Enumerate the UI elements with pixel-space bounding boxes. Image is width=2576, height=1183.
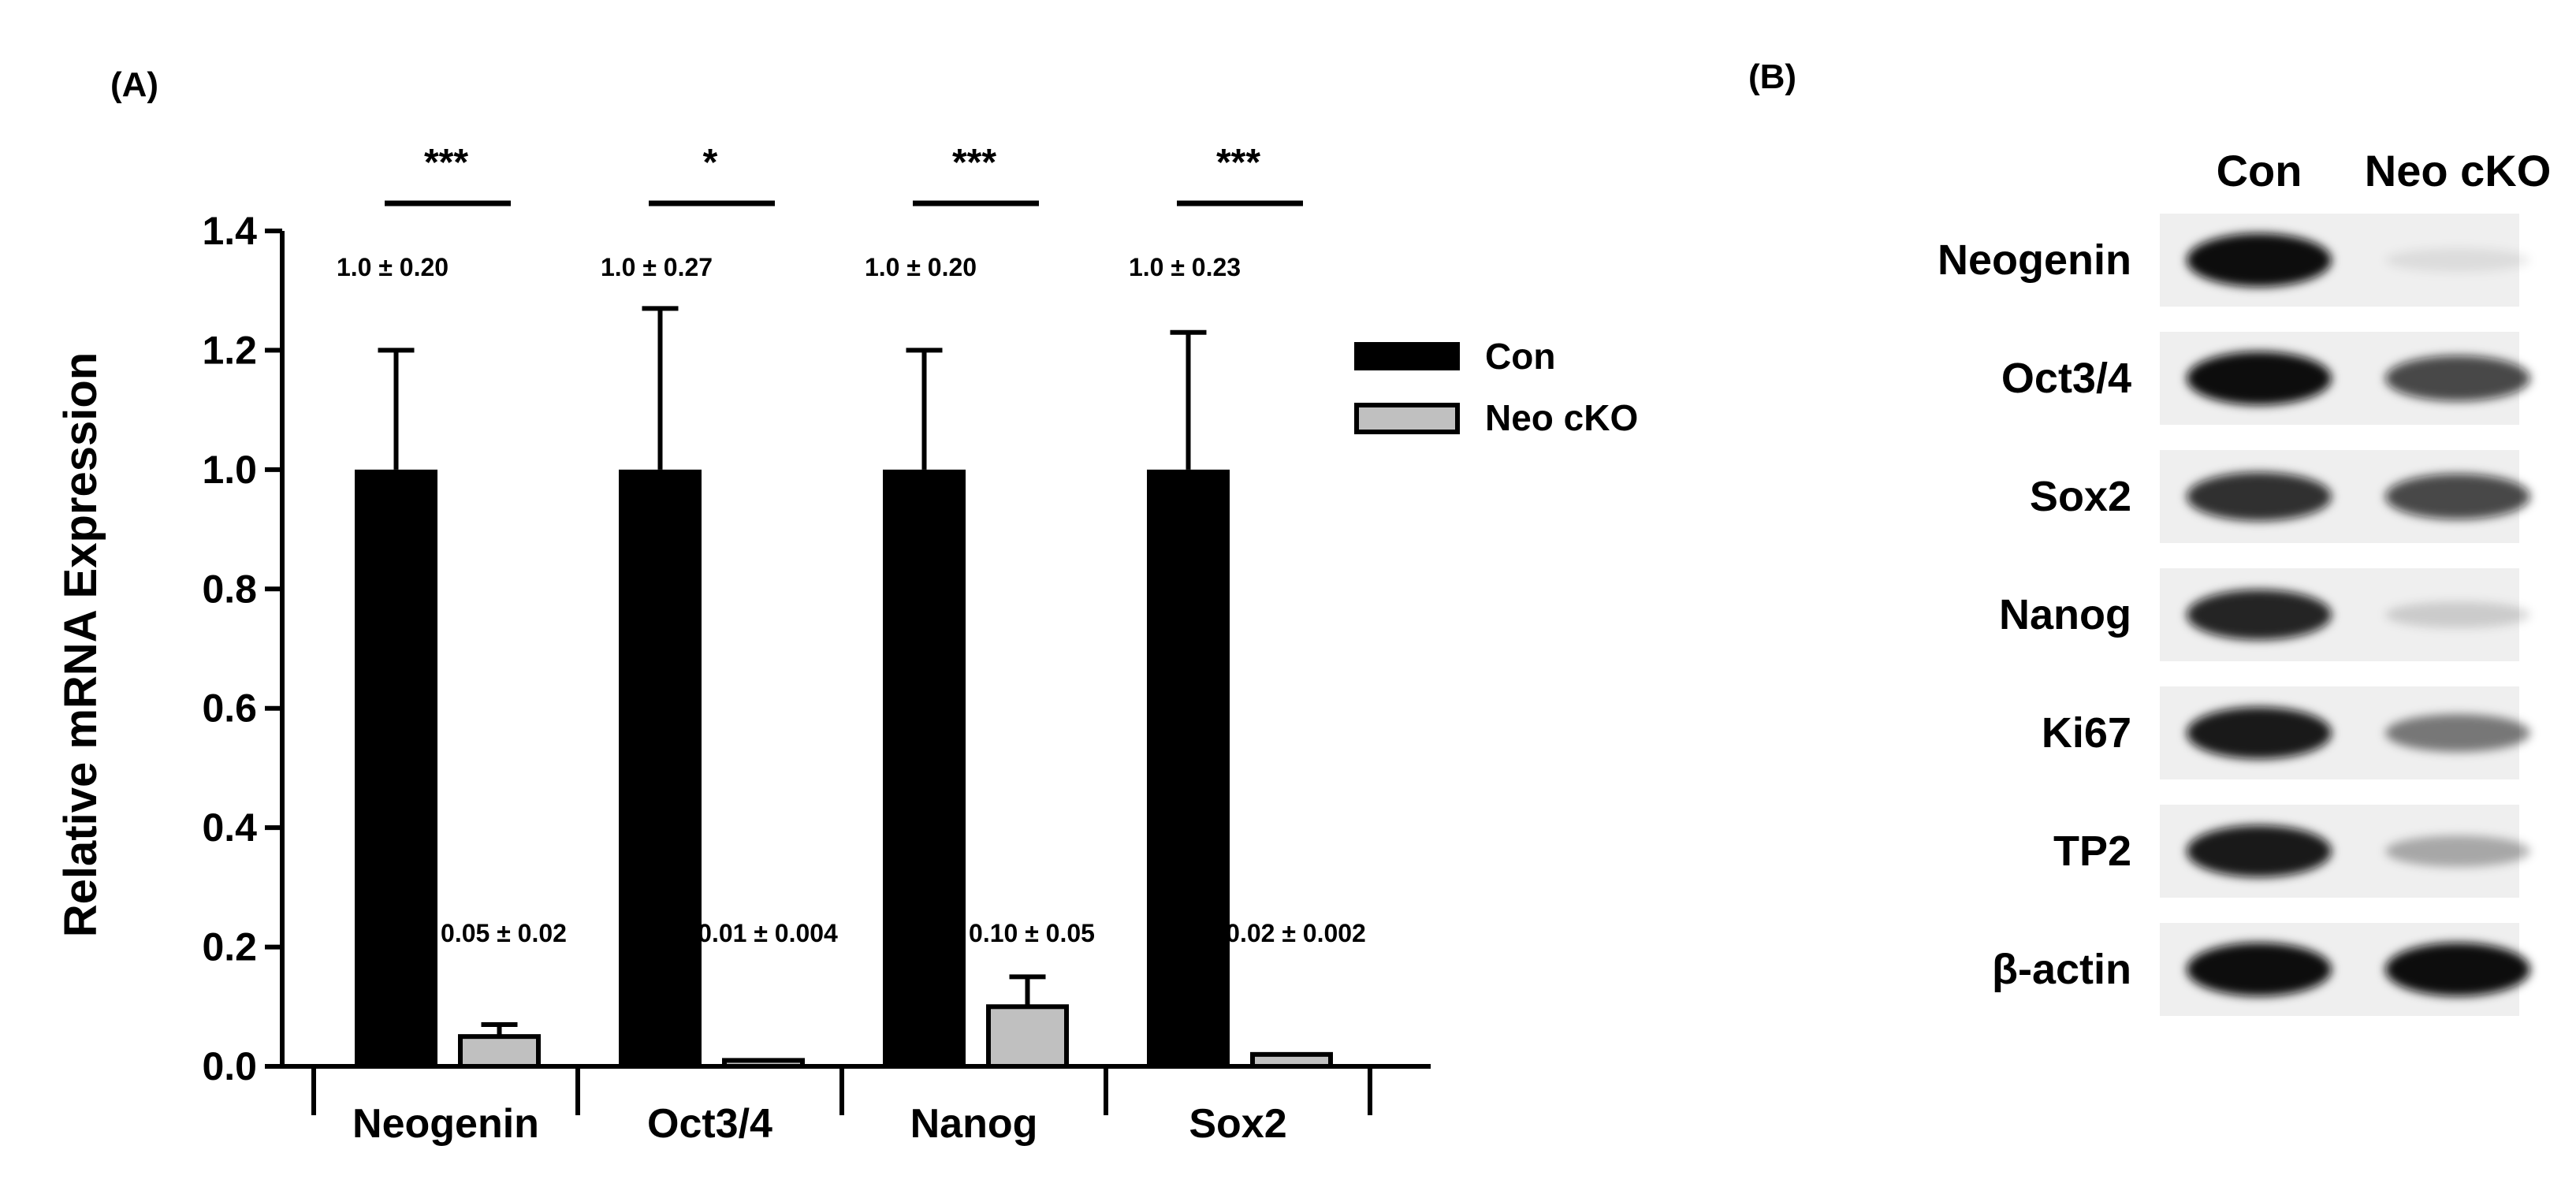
category-label-sox2: Sox2 — [1189, 1101, 1286, 1147]
legend: Con Neo cKO — [1354, 336, 1638, 438]
y-tick-label: 0.0 — [202, 1044, 257, 1088]
bar-neo-cko-neogenin — [458, 1034, 541, 1069]
data-label-con-neogenin: 1.0 ± 0.20 — [337, 253, 449, 281]
blot-row-tp2: TP2 — [2053, 805, 2530, 898]
y-tick-label: 1.2 — [202, 328, 257, 372]
bar-con-sox2 — [1147, 469, 1230, 1066]
panel-b-label: (B) — [1748, 58, 1796, 96]
data-label-con-oct3-4: 1.0 ± 0.27 — [601, 253, 713, 281]
legend-swatch-con — [1354, 342, 1460, 370]
blot-label-actin: β-actin — [1992, 946, 2131, 993]
legend-label-con: Con — [1485, 336, 1555, 377]
data-label-neo-cko-nanog: 0.10 ± 0.05 — [969, 919, 1095, 947]
bar-con-neogenin — [355, 469, 437, 1066]
data-label-neo-cko-oct3-4: 0.01 ± 0.004 — [698, 919, 838, 947]
y-tick-label: 1.0 — [202, 448, 257, 492]
y-axis-label: Relative mRNA Expression — [55, 352, 106, 937]
blot-row-nanog: Nanog — [1999, 568, 2530, 661]
band-con-tp2 — [2187, 825, 2332, 877]
y-tick-label: 0.4 — [202, 805, 257, 850]
band-con-actin — [2187, 943, 2332, 996]
band-neo-cko-actin — [2385, 943, 2530, 996]
band-neo-cko-oct3-4 — [2385, 355, 2530, 401]
chart-plot-area: 0.0 0.2 0.4 0.6 0.8 1.0 1.2 1.4 Neogenin 1.0 ± 0.… — [202, 142, 1431, 1147]
band-con-nanog — [2187, 590, 2332, 640]
blot-row-ki67: Ki67 — [2042, 686, 2530, 779]
band-neo-cko-tp2 — [2385, 835, 2530, 867]
blot-label-oct3-4: Oct3/4 — [2001, 355, 2131, 402]
band-con-neogenin — [2187, 233, 2332, 287]
band-con-sox2 — [2187, 472, 2332, 521]
blot-row-oct3-4: Oct3/4 — [2001, 332, 2530, 425]
category-label-nanog: Nanog — [910, 1101, 1038, 1147]
bar-neo-cko-sox2 — [1250, 1051, 1333, 1070]
blot-label-neogenin: Neogenin — [1938, 236, 2131, 284]
blot-label-ki67: Ki67 — [2042, 709, 2131, 757]
panel-a-label: (A) — [110, 65, 158, 104]
significance-stars-oct3-4: * — [703, 142, 718, 184]
blot-row-neogenin: Neogenin — [1938, 214, 2530, 307]
data-label-neo-cko-sox2: 0.02 ± 0.002 — [1226, 919, 1366, 947]
y-tick-label: 0.2 — [202, 925, 257, 969]
band-neo-cko-nanog — [2385, 601, 2530, 628]
band-neo-cko-sox2 — [2385, 474, 2530, 519]
legend-swatch-neo-cko — [1354, 403, 1460, 434]
bar-neo-cko-nanog — [986, 1004, 1069, 1070]
blot-label-sox2: Sox2 — [2030, 473, 2131, 520]
y-tick-label: 0.8 — [202, 567, 257, 611]
y-tick-label: 1.4 — [202, 209, 257, 253]
lane-label-neo-cko: Neo cKO — [2365, 146, 2552, 195]
y-tick-label: 0.6 — [202, 686, 257, 731]
western-blot-panel: Con Neo cKO Neogenin Oct3/4 Sox2 Nanog Ki67 T… — [1938, 146, 2551, 1016]
blot-label-tp2: TP2 — [2053, 828, 2131, 875]
data-label-con-sox2: 1.0 ± 0.23 — [1129, 253, 1241, 281]
blot-row-sox2: Sox2 — [2030, 450, 2530, 543]
data-label-neo-cko-neogenin: 0.05 ± 0.02 — [441, 919, 567, 947]
band-con-ki67 — [2187, 707, 2332, 759]
category-label-oct3-4: Oct3/4 — [647, 1101, 772, 1147]
band-neo-cko-ki67 — [2385, 714, 2530, 752]
band-neo-cko-neogenin — [2385, 247, 2530, 273]
significance-stars-sox2: *** — [1216, 142, 1260, 184]
blot-row-actin: β-actin — [1992, 923, 2530, 1016]
bar-con-nanog — [883, 469, 966, 1066]
legend-label-neo-cko: Neo cKO — [1485, 397, 1638, 438]
significance-stars-nanog: *** — [952, 142, 996, 184]
lane-label-con: Con — [2217, 146, 2302, 195]
significance-stars-neogenin: *** — [424, 142, 468, 184]
bar-neo-cko-oct3-4 — [722, 1058, 805, 1070]
band-con-oct3-4 — [2187, 352, 2332, 405]
bar-con-oct3-4 — [619, 469, 702, 1066]
category-label-neogenin: Neogenin — [352, 1101, 539, 1147]
bar-chart: Relative mRNA Expression 0.0 0.2 0.4 0.6 0.8… — [55, 142, 1431, 1147]
blot-label-nanog: Nanog — [1999, 591, 2131, 638]
data-label-con-nanog: 1.0 ± 0.20 — [865, 253, 977, 281]
